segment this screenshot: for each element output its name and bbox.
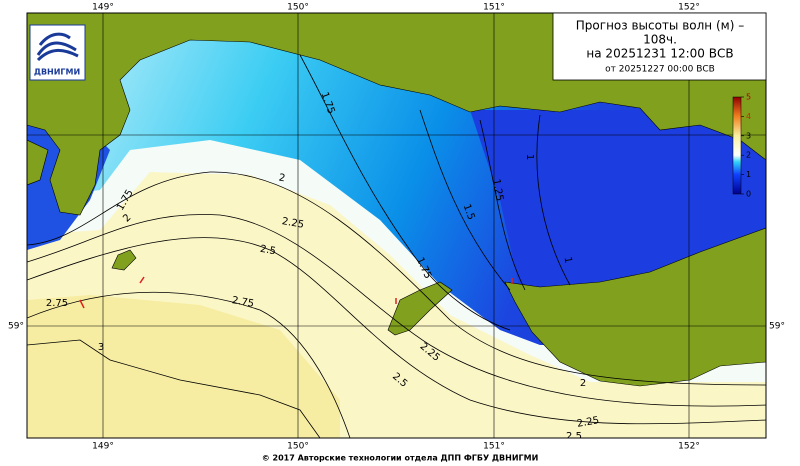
contour	[27, 171, 766, 386]
colorbar-tick-label: 5	[746, 93, 751, 102]
lon-label: 149°	[92, 442, 114, 452]
contour	[299, 54, 511, 331]
contour-label: 2.25	[576, 415, 600, 430]
colorbar	[732, 96, 742, 195]
land-west	[27, 139, 49, 186]
title-line: на 20251231 12:00 ВСВ	[586, 47, 733, 61]
contour-label: 2.25	[281, 216, 305, 231]
lon-label: 150°	[287, 442, 309, 452]
lon-label: 151°	[483, 442, 505, 452]
contour-label: 2.5	[259, 244, 277, 258]
logo-waves	[36, 32, 79, 62]
coordinate-labels: 149° 149° 150° 150° 151° 151° 152° 152° 59° 59°	[8, 3, 785, 452]
lon-label: 151°	[483, 3, 505, 13]
lon-label: 150°	[287, 3, 309, 13]
contour	[27, 291, 351, 438]
colorbar-tick-label: 0	[746, 190, 751, 199]
island	[387, 281, 453, 336]
land-south-east	[504, 227, 766, 387]
contour-label: 2	[580, 378, 586, 389]
colorbar-tick-label: 3	[746, 131, 751, 140]
lat-label: 59°	[8, 322, 24, 332]
logo-text: ДВНИГМИ	[34, 68, 80, 77]
colorbar-tick-label: 2	[746, 151, 751, 160]
colorbar-ticks: 0 1 2 3 4 5	[741, 93, 751, 199]
lon-label: 152°	[678, 3, 700, 13]
arrow	[79, 276, 513, 309]
contour	[27, 339, 321, 438]
sea-high	[27, 295, 340, 438]
lon-label: 152°	[678, 442, 700, 452]
contour-label: 2	[278, 173, 286, 185]
lat-label: 59°	[769, 322, 785, 332]
contour-label: 1	[562, 256, 574, 264]
contour-label: 1.25	[490, 178, 505, 202]
contour-label: 2.75	[46, 298, 68, 309]
colorbar-tick-label: 4	[746, 112, 751, 121]
contour	[536, 114, 571, 286]
contour	[27, 214, 766, 407]
title-line: Прогноз высоты волн (м) –	[576, 19, 744, 33]
islet	[111, 249, 137, 271]
contour-label: 3	[98, 342, 104, 353]
footer: © 2017 Авторские технологии отдела ДПП Ф…	[262, 454, 539, 463]
contour	[479, 119, 526, 291]
contour-label: 2.5	[566, 431, 582, 442]
contour	[27, 237, 766, 425]
sea-blue	[470, 110, 766, 290]
colorbar-tick-label: 1	[746, 170, 751, 179]
contour-label: 1	[524, 154, 535, 160]
title-line: от 20251227 00:00 ВСВ	[605, 65, 715, 75]
map-frame	[26, 12, 767, 439]
contour-label: 2.75	[231, 295, 255, 310]
lon-label: 149°	[92, 3, 114, 13]
contour-label: 1.5	[461, 203, 477, 222]
title-box	[552, 12, 767, 81]
contour	[419, 109, 511, 291]
title-line: 108ч.	[643, 33, 677, 47]
